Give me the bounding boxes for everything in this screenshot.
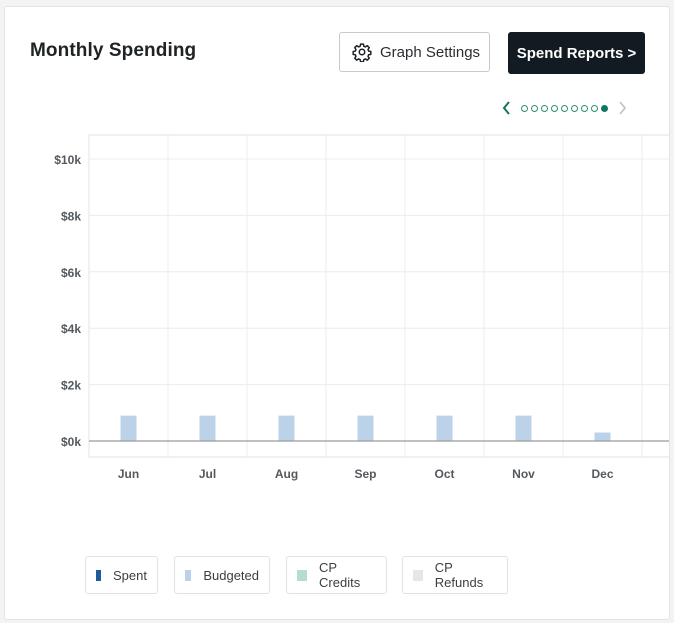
- y-tick-label: $6k: [61, 266, 81, 280]
- pager-dot[interactable]: [591, 104, 598, 112]
- plot-area: [88, 134, 669, 458]
- x-tick-label: Aug: [275, 467, 298, 481]
- x-tick-label: Jul: [199, 467, 216, 481]
- cp-credits-swatch: [297, 569, 308, 581]
- x-tick-label: Dec: [591, 467, 613, 481]
- legend-item-cp-credits[interactable]: CP Credits: [286, 556, 387, 594]
- graph-settings-button[interactable]: Graph Settings: [339, 32, 490, 72]
- legend-label-budgeted: Budgeted: [203, 567, 259, 583]
- legend-label-cp-refunds: CP Refunds: [434, 560, 484, 590]
- legend-item-spent[interactable]: Spent: [85, 556, 158, 594]
- cp-refunds-swatch: [413, 569, 423, 581]
- x-tick-label: Sep: [354, 467, 376, 481]
- y-tick-label: $8k: [61, 209, 81, 223]
- spend-reports-button[interactable]: Spend Reports >: [508, 32, 645, 74]
- chart-title: Monthly Spending: [30, 40, 197, 61]
- pager-dot[interactable]: [561, 104, 568, 112]
- spent-swatch: [96, 569, 102, 581]
- chevron-left-icon[interactable]: [500, 99, 514, 117]
- legend-item-budgeted[interactable]: Budgeted: [174, 556, 270, 594]
- chart-pager: [500, 99, 629, 117]
- y-tick-label: $2k: [61, 379, 81, 393]
- gear-icon: [352, 42, 372, 63]
- budgeted-swatch: [185, 569, 192, 581]
- chevron-right-icon[interactable]: [615, 99, 629, 117]
- pager-dot[interactable]: [581, 104, 588, 112]
- monthly-spending-card: Monthly Spending Graph Settings Spend Re…: [4, 6, 670, 620]
- pager-dot[interactable]: [571, 104, 578, 112]
- legend-label-cp-credits: CP Credits: [319, 560, 361, 590]
- x-tick-label: Nov: [512, 467, 535, 481]
- budgeted-bar: [278, 415, 295, 441]
- y-tick-label: $10k: [54, 153, 81, 167]
- x-tick-label: Jun: [118, 467, 139, 481]
- y-tick-label: $0k: [61, 435, 81, 449]
- pager-dot[interactable]: [521, 104, 528, 112]
- budgeted-bar: [436, 415, 453, 441]
- y-tick-label: $4k: [61, 322, 81, 336]
- budgeted-bar: [594, 432, 611, 441]
- budgeted-bar: [515, 415, 532, 441]
- pager-dot[interactable]: [601, 104, 608, 112]
- pager-dot[interactable]: [541, 104, 548, 112]
- pager-dot[interactable]: [551, 104, 558, 112]
- budgeted-bar: [357, 415, 374, 441]
- legend-label-spent: Spent: [113, 567, 147, 583]
- graph-settings-label: Graph Settings: [380, 43, 481, 61]
- legend-item-cp-refunds[interactable]: CP Refunds: [402, 556, 508, 594]
- pager-dot[interactable]: [531, 104, 538, 112]
- monthly-spending-chart: $0k $2k $4k $6k $8k $10k Jun Jul Aug Sep Oct Nov Dec: [54, 134, 669, 481]
- budgeted-bar: [120, 415, 137, 441]
- x-tick-label: Oct: [434, 467, 454, 481]
- budgeted-bar: [199, 415, 216, 441]
